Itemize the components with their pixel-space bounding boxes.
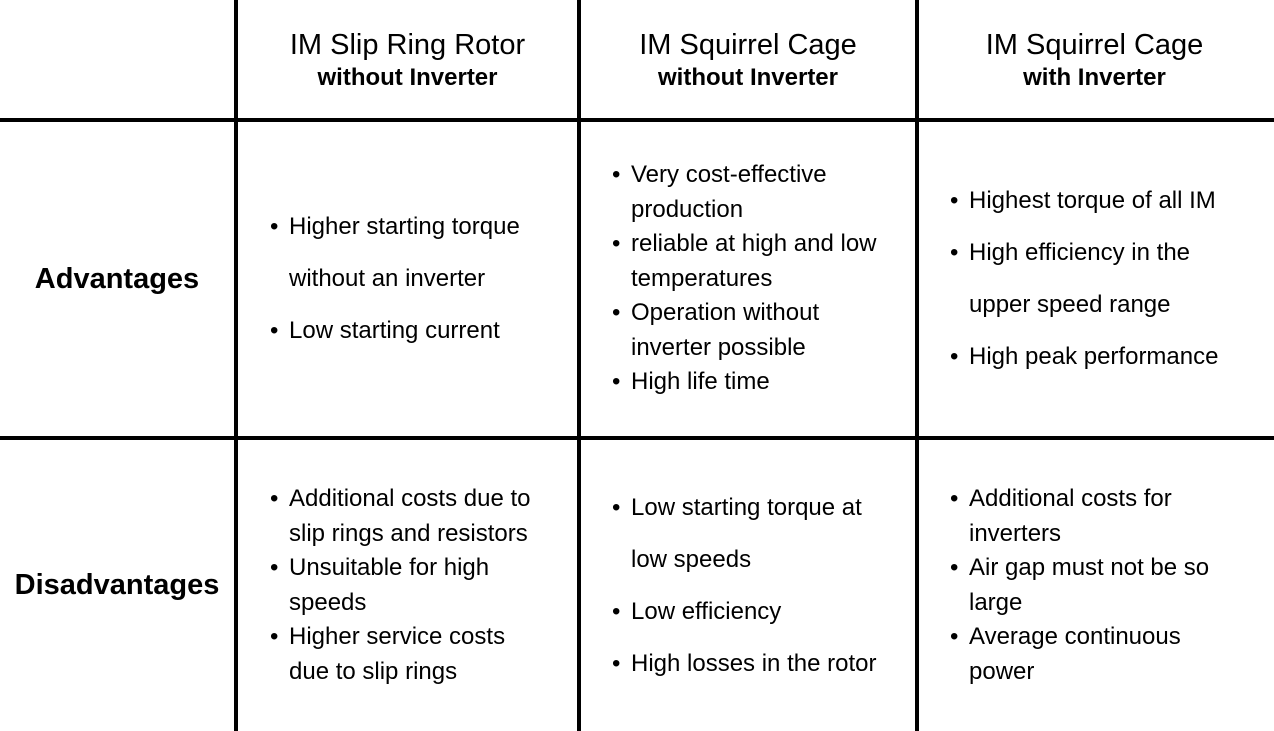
column-header-squirrel-cage-with-inverter: IM Squirrel Cage with Inverter	[919, 20, 1270, 100]
column-header-title: IM Slip Ring Rotor	[289, 29, 526, 61]
list-item: Low efficiency	[612, 586, 914, 638]
column-divider	[915, 0, 919, 731]
column-divider	[234, 0, 238, 731]
row-divider	[0, 118, 1274, 122]
bullet-list: Highest torque of all IM High efficiency…	[950, 175, 1272, 383]
list-item: High life time	[612, 365, 914, 400]
row-label-disadvantages: Disadvantages	[14, 569, 220, 601]
row-divider	[0, 436, 1274, 440]
list-item: Low starting current	[270, 305, 575, 357]
advantages-squirrel-cage-with-inverter-cell: Highest torque of all IM High efficiency…	[950, 122, 1272, 436]
list-item: High losses in the rotor	[612, 638, 914, 690]
column-header-subtitle: with Inverter	[1023, 64, 1166, 91]
column-header-squirrel-cage-no-inverter: IM Squirrel Cage without Inverter	[581, 20, 915, 100]
list-item: High peak performance	[950, 331, 1272, 383]
column-header-slip-ring: IM Slip Ring Rotor without Inverter	[238, 20, 577, 100]
column-header-title: IM Squirrel Cage	[985, 29, 1204, 61]
column-header-subtitle: without Inverter	[657, 64, 838, 91]
list-item: Highest torque of all IM	[950, 175, 1272, 227]
row-label-advantages: Advantages	[34, 262, 200, 295]
column-divider	[577, 0, 581, 731]
column-header-subtitle: without Inverter	[317, 64, 498, 91]
column-header-title: IM Squirrel Cage	[639, 29, 857, 61]
